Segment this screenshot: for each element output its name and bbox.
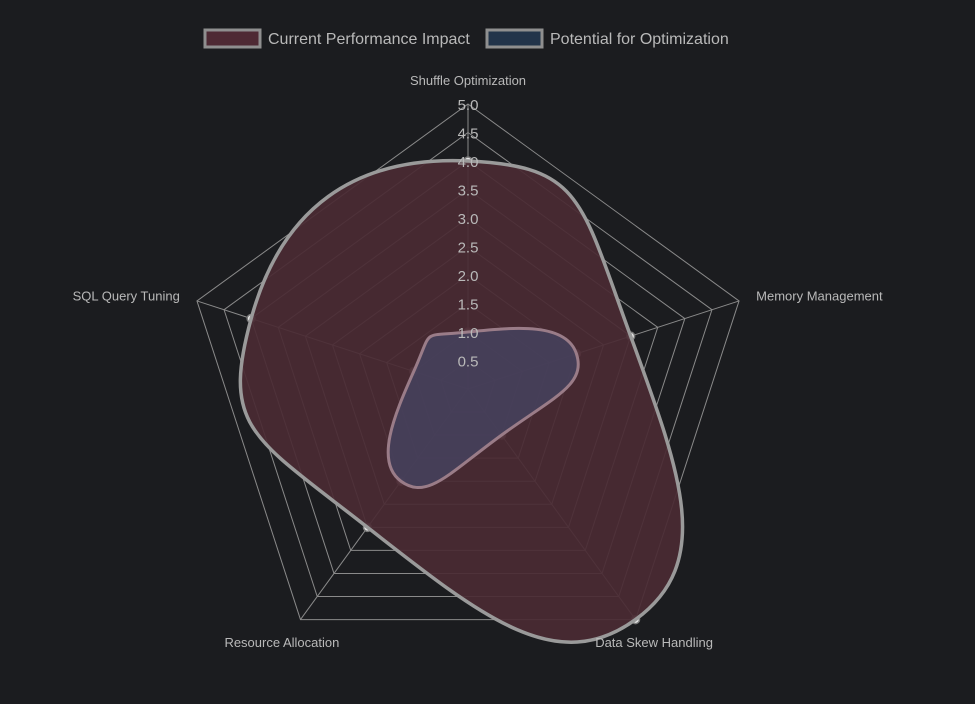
legend-label: Potential for Optimization — [550, 31, 729, 48]
legend-swatch — [203, 28, 262, 49]
r-tick-label: 5.0 — [458, 97, 479, 114]
r-tick-label: 4.0 — [458, 154, 479, 171]
axis-label: Data Skew Handling — [595, 635, 713, 650]
series-area — [386, 326, 580, 489]
r-tick-label: 3.5 — [458, 183, 479, 200]
r-tick-label: 1.0 — [458, 325, 479, 342]
r-tick-label: 0.5 — [458, 354, 479, 371]
axis-labels: 0.5 1.0 1.5 2.0 2.5 3.0 3.5 4.0 4.5 5.0 Shuffle Op… — [73, 73, 883, 650]
r-tick-label: 1.5 — [458, 297, 479, 314]
axis-label: Memory Management — [756, 288, 883, 303]
r-tick-label: 4.5 — [458, 126, 479, 143]
legend-item[interactable]: Current Performance Impact — [203, 28, 470, 49]
legend: Current Performance Impact Potential for … — [203, 28, 729, 49]
r-tick-label: 2.0 — [458, 268, 479, 285]
axis-label: Shuffle Optimization — [410, 73, 526, 88]
legend-label: Current Performance Impact — [268, 31, 470, 48]
r-tick-label: 3.0 — [458, 211, 479, 228]
axis-label: Resource Allocation — [224, 635, 339, 650]
legend-swatch — [485, 28, 544, 49]
legend-item[interactable]: Potential for Optimization — [485, 28, 729, 49]
grid-ring — [196, 103, 740, 621]
radar-series — [238, 156, 685, 644]
axis-label: SQL Query Tuning — [73, 288, 180, 303]
r-tick-label: 2.5 — [458, 240, 479, 257]
